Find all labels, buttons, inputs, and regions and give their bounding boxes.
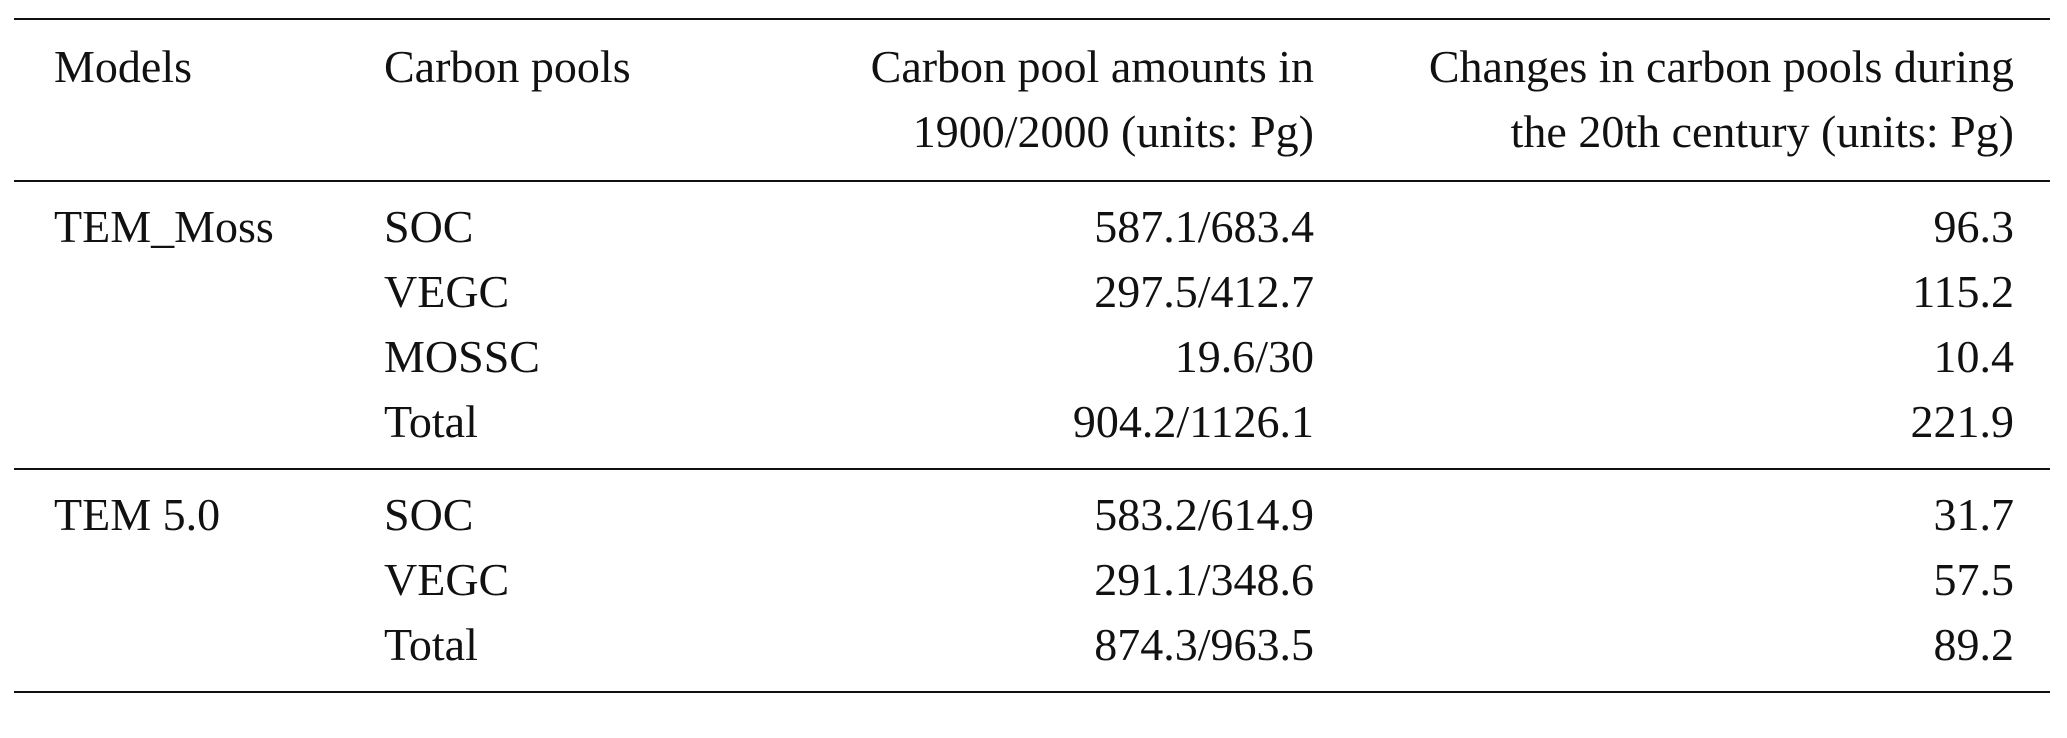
- pool-change: 10.4: [1933, 331, 2015, 382]
- header-models: Models: [54, 41, 192, 92]
- pool-amount: 297.5/412.7: [1094, 266, 1314, 317]
- table-row: VEGC 291.1/348.6 57.5: [14, 547, 2050, 612]
- model-name-empty: [14, 547, 384, 612]
- model-name: TEM 5.0: [54, 489, 221, 540]
- table-header: Models Carbon pools Carbon pool amounts …: [14, 19, 2050, 181]
- pool-change: 221.9: [1910, 396, 2015, 447]
- pool-amount: 904.2/1126.1: [1072, 396, 1314, 447]
- table-row: Total 904.2/1126.1 221.9: [14, 389, 2050, 469]
- header-amounts-line-1: Carbon pool amounts in: [870, 41, 1314, 92]
- pool-name: VEGC: [384, 266, 510, 317]
- pool-name: SOC: [384, 201, 474, 252]
- pool-amount: 19.6/30: [1174, 331, 1314, 382]
- header-carbon-pool-amounts: Carbon pool amounts in 1900/2000 (units:…: [664, 19, 1314, 181]
- model-name-empty: [14, 612, 384, 692]
- pool-change: 57.5: [1933, 554, 2015, 605]
- header-row: Models Carbon pools Carbon pool amounts …: [14, 19, 2050, 181]
- pool-name: SOC: [384, 489, 474, 540]
- table-row: Total 874.3/963.5 89.2: [14, 612, 2050, 692]
- pool-name: Total: [384, 396, 478, 447]
- table-row: TEM_Moss SOC 587.1/683.4 96.3: [14, 181, 2050, 259]
- pool-change: 89.2: [1933, 619, 2015, 670]
- pool-amount: 874.3/963.5: [1094, 619, 1314, 670]
- table-row: TEM 5.0 SOC 583.2/614.9 31.7: [14, 469, 2050, 547]
- table-row: MOSSC 19.6/30 10.4: [14, 324, 2050, 389]
- header-changes: Changes in carbon pools during the 20th …: [1314, 19, 2050, 181]
- pool-change: 115.2: [1912, 266, 2014, 317]
- model-name-empty: [14, 259, 384, 324]
- pool-change: 96.3: [1933, 201, 2015, 252]
- pool-name: MOSSC: [384, 331, 540, 382]
- header-changes-line-1: Changes in carbon pools during: [1428, 41, 2014, 92]
- carbon-pools-table: Models Carbon pools Carbon pool amounts …: [14, 18, 2050, 693]
- header-carbon-pools: Carbon pools: [384, 41, 631, 92]
- pool-amount: 587.1/683.4: [1094, 201, 1314, 252]
- header-changes-line-2: the 20th century (units: Pg): [1510, 106, 2014, 157]
- pool-amount: 291.1/348.6: [1094, 554, 1314, 605]
- table-row: VEGC 297.5/412.7 115.2: [14, 259, 2050, 324]
- group-tem-moss: TEM_Moss SOC 587.1/683.4 96.3 VEGC 297.5…: [14, 181, 2050, 469]
- pool-amount: 583.2/614.9: [1094, 489, 1314, 540]
- model-name-empty: [14, 324, 384, 389]
- pool-name: VEGC: [384, 554, 510, 605]
- carbon-pools-table-container: Models Carbon pools Carbon pool amounts …: [14, 18, 2050, 693]
- model-name: TEM_Moss: [54, 201, 274, 252]
- pool-name: Total: [384, 619, 478, 670]
- group-tem-5: TEM 5.0 SOC 583.2/614.9 31.7 VEGC 291.1/…: [14, 469, 2050, 692]
- pool-change: 31.7: [1933, 489, 2015, 540]
- model-name-empty: [14, 389, 384, 469]
- header-amounts-line-2: 1900/2000 (units: Pg): [912, 106, 1314, 157]
